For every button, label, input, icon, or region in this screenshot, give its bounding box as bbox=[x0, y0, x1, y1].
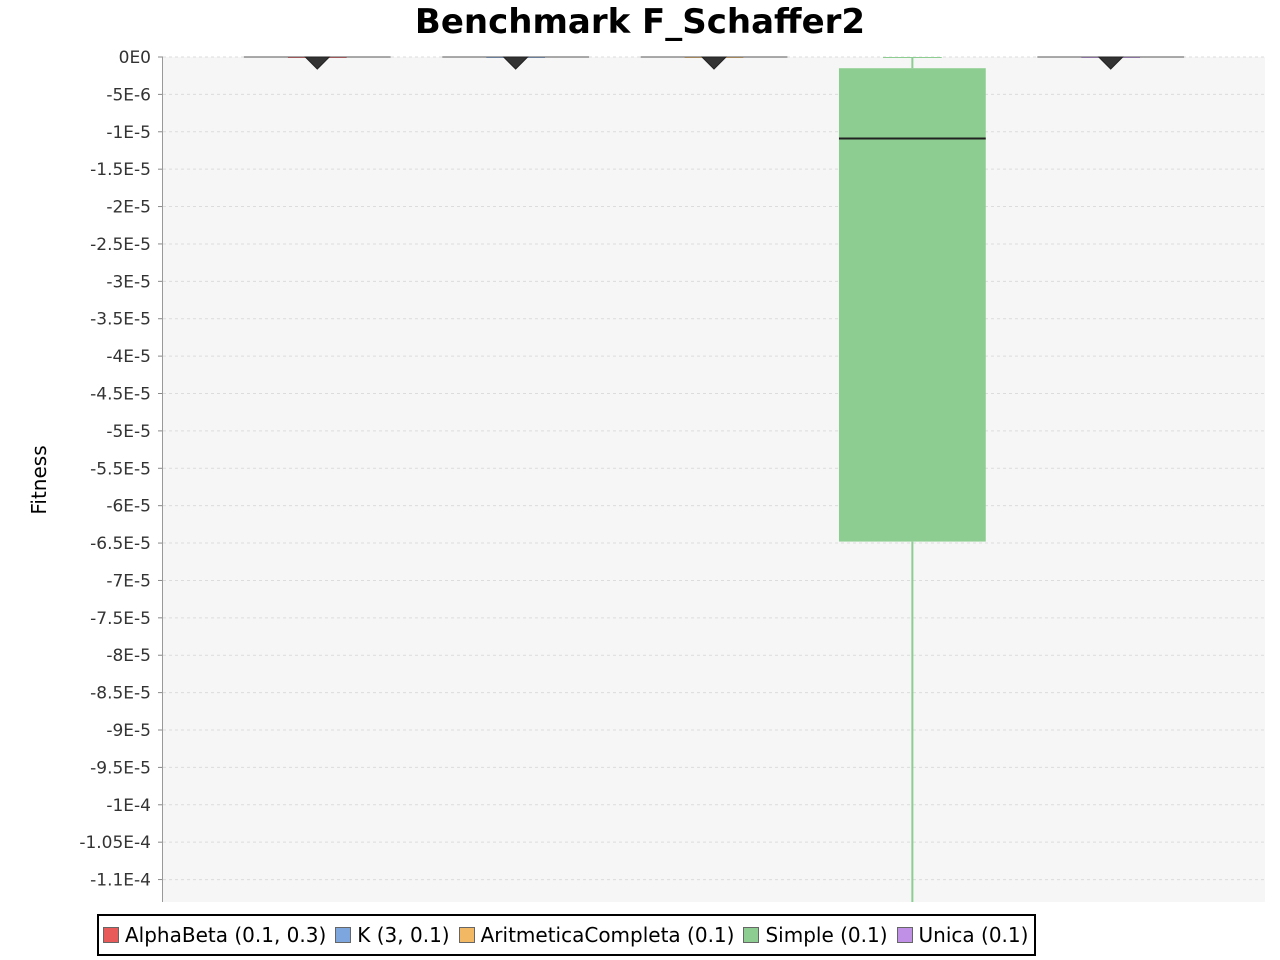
y-axis-label: Fitness bbox=[27, 445, 51, 514]
y-tick-label: -5E-6 bbox=[106, 85, 151, 105]
y-tick-label: -4E-5 bbox=[106, 347, 151, 367]
legend-swatch bbox=[335, 927, 352, 943]
legend-item: Unica (0.1) bbox=[896, 923, 1029, 947]
y-tick-label: 0E0 bbox=[119, 48, 151, 68]
box-5 bbox=[1037, 56, 1185, 70]
legend-swatch bbox=[458, 927, 475, 943]
legend-swatch bbox=[743, 927, 760, 943]
y-tick-label: -1.1E-4 bbox=[90, 871, 151, 891]
boxplot-chart: 0E0 -5E-6 -1E-5 -1.5E-5 -2E-5 -2.5E-5 -3E-5 -3.… bbox=[27, 48, 1265, 902]
box-2 bbox=[442, 56, 590, 70]
y-tick-label: -1E-5 bbox=[106, 123, 151, 143]
legend-item: AlphaBeta (0.1, 0.3) bbox=[103, 923, 326, 947]
legend-label: AritmeticaCompleta (0.1) bbox=[480, 923, 735, 947]
y-tick-label: -8E-5 bbox=[106, 646, 151, 666]
y-tick-label: -5.5E-5 bbox=[90, 459, 151, 479]
y-tick-label: -2E-5 bbox=[106, 198, 151, 218]
y-tick-label: -6E-5 bbox=[106, 497, 151, 517]
legend-item: K (3, 0.1) bbox=[335, 923, 450, 947]
legend-swatch bbox=[896, 927, 913, 943]
box-1 bbox=[243, 56, 391, 70]
box-body bbox=[838, 68, 986, 542]
chart-title: Benchmark F_Schaffer2 bbox=[414, 2, 866, 42]
y-tick-label: -3.5E-5 bbox=[90, 310, 151, 330]
y-tick-label: -9.5E-5 bbox=[90, 758, 151, 778]
legend-label: AlphaBeta (0.1, 0.3) bbox=[125, 923, 327, 947]
y-tick-label: -8.5E-5 bbox=[90, 684, 151, 704]
box-3 bbox=[640, 56, 788, 70]
y-tick-label: -4.5E-5 bbox=[90, 385, 151, 405]
mean-marker bbox=[700, 56, 728, 70]
legend-label: Simple (0.1) bbox=[765, 923, 888, 947]
y-tick-label: -7.5E-5 bbox=[90, 609, 151, 629]
y-axis-ticks: 0E0 -5E-6 -1E-5 -1.5E-5 -2E-5 -2.5E-5 -3E-5 -3.… bbox=[79, 48, 163, 891]
legend: AlphaBeta (0.1, 0.3) K (3, 0.1) Aritmetica… bbox=[97, 914, 1037, 956]
plot-area bbox=[163, 57, 1265, 902]
y-tick-label: -7E-5 bbox=[106, 571, 151, 591]
y-tick-label: -3E-5 bbox=[106, 272, 151, 292]
box-4 bbox=[838, 57, 986, 902]
y-tick-label: -9E-5 bbox=[106, 721, 151, 741]
y-tick-label: -2.5E-5 bbox=[90, 235, 151, 255]
legend-label: K (3, 0.1) bbox=[357, 923, 450, 947]
mean-marker bbox=[1097, 56, 1124, 70]
mean-marker bbox=[304, 56, 331, 70]
y-tick-label: -1E-4 bbox=[106, 796, 151, 816]
mean-marker bbox=[502, 56, 529, 70]
box-layer bbox=[243, 56, 1185, 902]
y-tick-label: -1.5E-5 bbox=[90, 160, 151, 180]
y-tick-label: -6.5E-5 bbox=[90, 534, 151, 554]
y-tick-label: -5E-5 bbox=[106, 422, 151, 442]
legend-item: AritmeticaCompleta (0.1) bbox=[458, 923, 735, 947]
y-tick-label: -1.05E-4 bbox=[79, 833, 151, 853]
legend-swatch bbox=[103, 927, 119, 943]
legend-item: Simple (0.1) bbox=[743, 923, 888, 947]
legend-label: Unica (0.1) bbox=[918, 923, 1029, 947]
